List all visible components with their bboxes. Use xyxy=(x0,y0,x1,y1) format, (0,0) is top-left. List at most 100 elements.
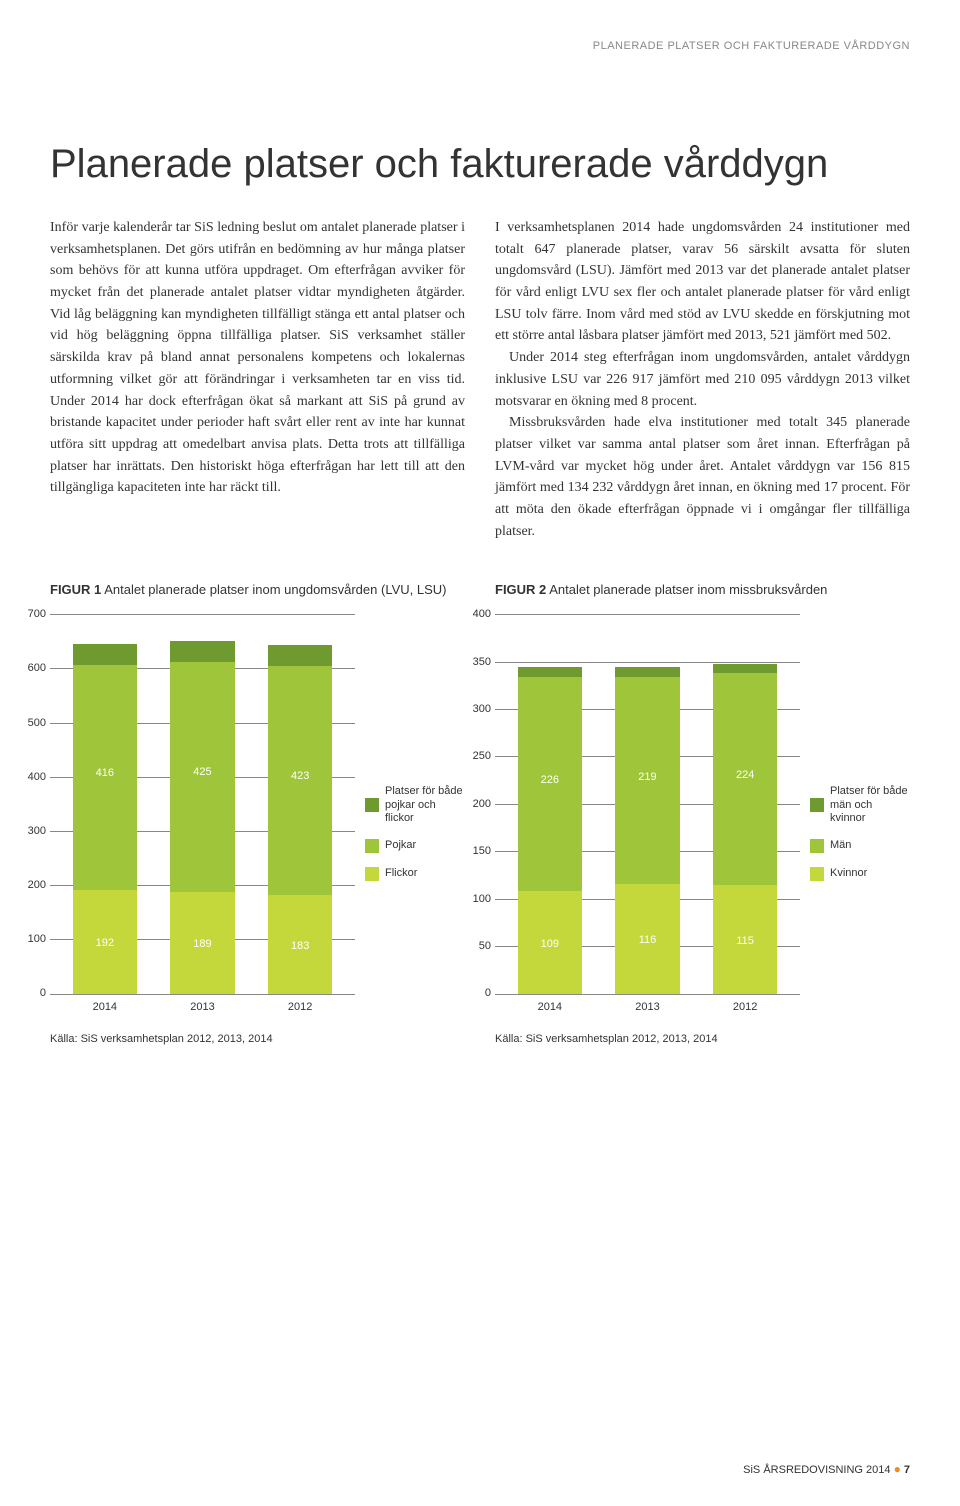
y-tick-label: 400 xyxy=(467,608,491,620)
y-tick-label: 350 xyxy=(467,656,491,668)
y-tick-label: 300 xyxy=(467,703,491,715)
y-tick-label: 0 xyxy=(467,987,491,999)
figure-caption: Antalet planerade platser inom ungdomsvå… xyxy=(104,582,446,597)
y-tick-label: 250 xyxy=(467,750,491,762)
section-header: PLANERADE PLATSER OCH FAKTURERADE VÅRDDY… xyxy=(50,40,910,52)
bar-value-label: 109 xyxy=(518,938,582,950)
x-axis-label: 2013 xyxy=(170,1001,234,1013)
y-tick-label: 200 xyxy=(467,798,491,810)
bar-value-label: 423 xyxy=(268,770,332,782)
bar-value-label: 192 xyxy=(73,937,137,949)
legend-item: Platser för både pojkar och flickor xyxy=(365,785,465,825)
legend-label: Platser för både pojkar och flickor xyxy=(385,785,465,825)
y-tick-label: 300 xyxy=(22,825,46,837)
bar-group: 109 226 10 xyxy=(518,615,582,994)
chart-wrap: 0501001502002503003504001092261011621910… xyxy=(495,615,910,1013)
bar-segment: 39 xyxy=(268,645,332,666)
y-tick-label: 150 xyxy=(467,845,491,857)
bar-segment: 226 xyxy=(518,677,582,891)
bar-value-label: 116 xyxy=(615,934,679,946)
legend-swatch xyxy=(365,867,379,881)
body-paragraph: Missbruksvården hade elva institutioner … xyxy=(495,412,910,542)
bar-group: 11621910 xyxy=(615,615,679,994)
bar-group: 183 423 39 xyxy=(268,615,332,994)
legend-item: Män xyxy=(810,839,910,853)
page-number: 7 xyxy=(904,1464,910,1476)
bar-value-label: 115 xyxy=(713,935,777,947)
figure-1: FIGUR 1 Antalet planerade platser inom u… xyxy=(50,582,465,1045)
bar-group: 189 425 39 xyxy=(170,615,234,994)
legend-label: Män xyxy=(830,839,851,852)
legend-swatch xyxy=(810,839,824,853)
x-axis-label: 2014 xyxy=(73,1001,137,1013)
legend-item: Platser för både män och kvinnor xyxy=(810,785,910,825)
bar-segment: 416 xyxy=(73,665,137,890)
x-axis-label: 2013 xyxy=(615,1001,679,1013)
y-tick-label: 50 xyxy=(467,940,491,952)
body-column-left: Inför varje kalenderår tar SiS ledning b… xyxy=(50,217,465,542)
legend-item: Kvinnor xyxy=(810,867,910,881)
bar-segment: 224 xyxy=(713,673,777,885)
bar-value-label: 10 xyxy=(713,650,777,662)
y-tick-label: 100 xyxy=(22,933,46,945)
bar-segment: 116 xyxy=(615,884,679,994)
body-paragraph: I verksamhetsplanen 2014 hade ungdomsvår… xyxy=(495,217,910,347)
x-axis-labels: 2014 2013 2012 xyxy=(50,995,355,1013)
figure-caption: Antalet planerade platser inom missbruks… xyxy=(549,582,827,597)
bar-value-label: 10 xyxy=(615,653,679,665)
bar-value-label: 224 xyxy=(713,769,777,781)
bar-value-label: 189 xyxy=(170,938,234,950)
bar-value-label: 39 xyxy=(268,631,332,643)
figure-title: FIGUR 1 Antalet planerade platser inom u… xyxy=(50,582,465,597)
chart-legend: Platser för både män och kvinnor Män Kvinn… xyxy=(810,785,910,881)
figure-number: FIGUR 1 xyxy=(50,582,101,597)
bar-segment: 10 xyxy=(615,667,679,676)
bar-value-label: 425 xyxy=(170,766,234,778)
bar-segment: 39 xyxy=(73,644,137,665)
bar-group: 192 416 39 xyxy=(73,615,137,994)
legend-label: Platser för både män och kvinnor xyxy=(830,785,910,825)
bar-value-label: 416 xyxy=(73,767,137,779)
x-axis-label: 2012 xyxy=(268,1001,332,1013)
y-tick-label: 600 xyxy=(22,662,46,674)
bar-segment: 10 xyxy=(713,664,777,673)
legend-item: Pojkar xyxy=(365,839,465,853)
bar-segment: 39 xyxy=(170,641,234,662)
chart-legend: Platser för både pojkar och flickor Pojka… xyxy=(365,785,465,881)
chart-area: 0100200300400500600700192416391894253918… xyxy=(50,615,355,1013)
bar-segment: 189 xyxy=(170,892,234,994)
figures-row: FIGUR 1 Antalet planerade platser inom u… xyxy=(50,582,910,1045)
bar-segment: 192 xyxy=(73,890,137,994)
bullet-icon: ● xyxy=(894,1462,901,1476)
bar-segment: 425 xyxy=(170,662,234,892)
chart-area: 0501001502002503003504001092261011621910… xyxy=(495,615,800,1013)
legend-item: Flickor xyxy=(365,867,465,881)
bar-group: 115 224 10 xyxy=(713,615,777,994)
y-tick-label: 400 xyxy=(22,771,46,783)
bars-row: 192 416 39 189 425 39 183 423 39 xyxy=(50,615,355,994)
footer-text: SiS ÅRSREDOVISNING 2014 xyxy=(743,1464,890,1476)
bar-value-label: 226 xyxy=(518,774,582,786)
bar-value-label: 10 xyxy=(518,653,582,665)
y-tick-label: 200 xyxy=(22,879,46,891)
body-paragraph: Under 2014 steg efterfrågan inom ungdoms… xyxy=(495,347,910,412)
page-footer: SiS ÅRSREDOVISNING 2014 ● 7 xyxy=(743,1462,910,1476)
figure-title: FIGUR 2 Antalet planerade platser inom m… xyxy=(495,582,910,597)
figure-2: FIGUR 2 Antalet planerade platser inom m… xyxy=(495,582,910,1045)
legend-label: Kvinnor xyxy=(830,867,867,880)
y-tick-label: 0 xyxy=(22,987,46,999)
x-axis-label: 2014 xyxy=(518,1001,582,1013)
page-title: Planerade platser och fakturerade vårddy… xyxy=(50,142,910,187)
y-tick-label: 100 xyxy=(467,893,491,905)
y-tick-label: 700 xyxy=(22,608,46,620)
chart-source: Källa: SiS verksamhetsplan 2012, 2013, 2… xyxy=(50,1033,465,1045)
legend-swatch xyxy=(810,798,824,812)
chart-source: Källa: SiS verksamhetsplan 2012, 2013, 2… xyxy=(495,1033,910,1045)
y-tick-label: 500 xyxy=(22,717,46,729)
x-axis-labels: 201420132012 xyxy=(495,995,800,1013)
bar-value-label: 183 xyxy=(268,940,332,952)
legend-swatch xyxy=(810,867,824,881)
bar-segment: 423 xyxy=(268,666,332,895)
legend-swatch xyxy=(365,798,379,812)
chart-wrap: 0100200300400500600700192416391894253918… xyxy=(50,615,465,1013)
